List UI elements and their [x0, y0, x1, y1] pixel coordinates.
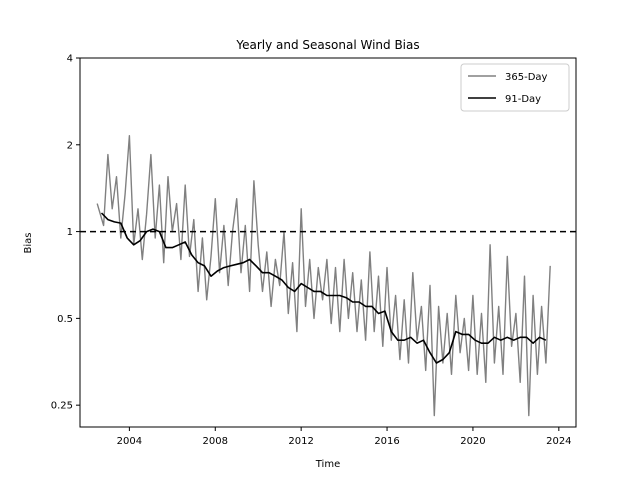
series-line-91-day — [100, 212, 547, 364]
x-axis-label: Time — [315, 459, 340, 470]
x-axis: 2004 2008 2012 2016 2020 2024 — [117, 427, 572, 447]
x-tick-label: 2004 — [117, 436, 142, 447]
x-tick-label: 2012 — [288, 436, 313, 447]
y-tick-label: 0.25 — [51, 401, 73, 412]
plot-frame — [79, 57, 577, 428]
legend-label-91-day: 91-Day — [505, 94, 541, 105]
legend-label-365-day: 365-Day — [505, 72, 548, 83]
y-tick-label: 4 — [67, 54, 73, 65]
plot-area — [80, 58, 576, 427]
x-tick-label: 2024 — [546, 436, 571, 447]
y-tick-label: 0.5 — [57, 314, 73, 325]
x-tick-label: 2016 — [374, 436, 399, 447]
series-line-365-day — [96, 134, 551, 417]
x-tick-label: 2020 — [460, 436, 485, 447]
series-layer — [96, 134, 551, 417]
y-axis: 0.25 0.5 1 2 4 — [51, 54, 80, 412]
y-tick-label: 2 — [67, 140, 73, 151]
x-tick-label: 2008 — [203, 436, 228, 447]
y-axis-label: Bias — [23, 233, 34, 254]
chart-title: Yearly and Seasonal Wind Bias — [235, 38, 419, 52]
y-tick-label: 1 — [67, 227, 73, 238]
legend: 365-Day 91-Day — [460, 63, 570, 112]
